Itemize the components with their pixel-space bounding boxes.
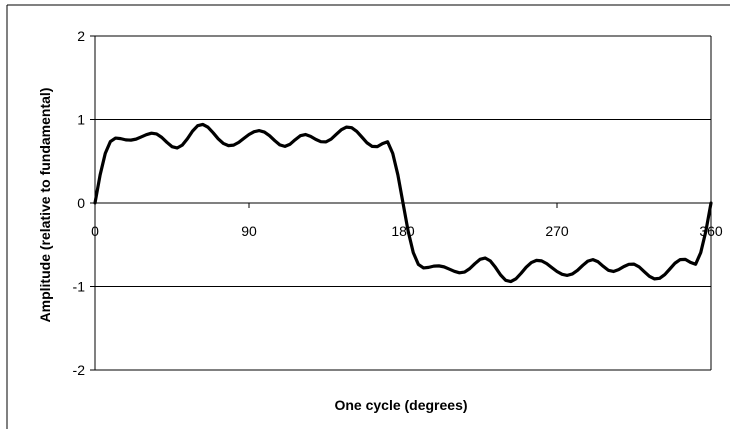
x-axis-title: One cycle (degrees) <box>334 397 467 413</box>
series-layer <box>93 122 713 284</box>
y-tick-label: -2 <box>73 362 86 378</box>
y-tick-label: 0 <box>77 195 85 211</box>
series-line-0 <box>93 122 713 284</box>
x-tick-label: 360 <box>699 223 723 239</box>
gridlines <box>95 35 711 371</box>
x-tick-label: 0 <box>91 223 99 239</box>
y-tick-label: -1 <box>73 279 86 295</box>
x-tick-label: 90 <box>241 223 257 239</box>
y-axis-title: Amplitude (relative to fundamental) <box>37 88 53 323</box>
x-tick-label: 180 <box>391 223 415 239</box>
y-tick-label: 2 <box>77 28 85 44</box>
y-tick-label: 1 <box>77 112 85 128</box>
x-tick-label: 270 <box>545 223 569 239</box>
